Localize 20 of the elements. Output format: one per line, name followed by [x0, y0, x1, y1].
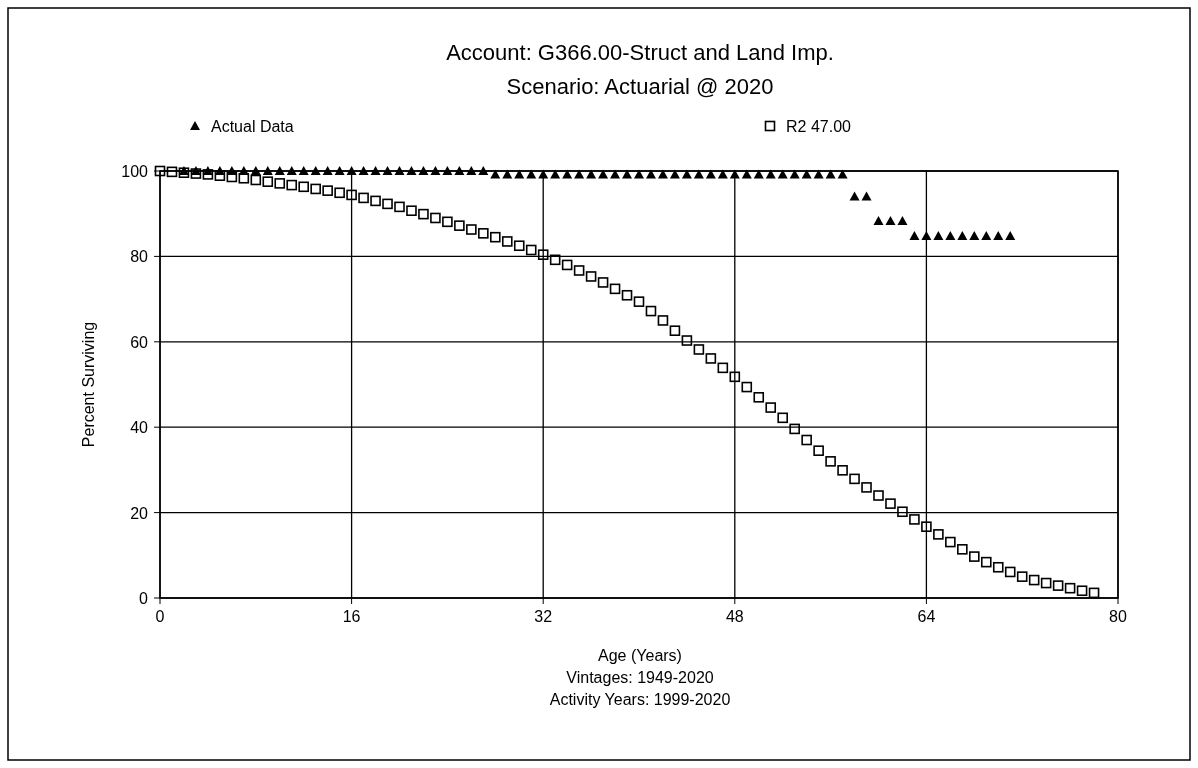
text: Activity Years: 1999-2020: [549, 691, 731, 708]
y-axis-title: Percent Surviving: [80, 321, 97, 448]
y-tick-label: 100: [121, 163, 149, 180]
y-tick-label: 20: [130, 504, 149, 522]
y-tick-label: 60: [130, 333, 149, 351]
x-tick-label: 64: [917, 608, 936, 625]
x-tick-label: 48: [725, 608, 744, 625]
x-tick-label: 0: [155, 608, 165, 625]
x-axis-title: Age (Years): [598, 647, 682, 664]
x-tick-label: 32: [534, 608, 553, 625]
legend-label: Actual Data: [211, 118, 294, 135]
y-tick-label: 40: [130, 419, 149, 437]
x-tick-label: 80: [1109, 608, 1127, 625]
chart-subtitle: Scenario: Actuarial @ 2020: [506, 74, 774, 99]
text: Vintages: 1949-2020: [566, 669, 714, 686]
y-tick-label: 0: [139, 590, 149, 607]
y-tick-label: 80: [130, 248, 149, 266]
chart-title: Account: G366.00-Struct and Land Imp.: [446, 40, 834, 65]
x-tick-label: 16: [342, 608, 361, 625]
legend-label: R2 47.00: [786, 118, 852, 135]
